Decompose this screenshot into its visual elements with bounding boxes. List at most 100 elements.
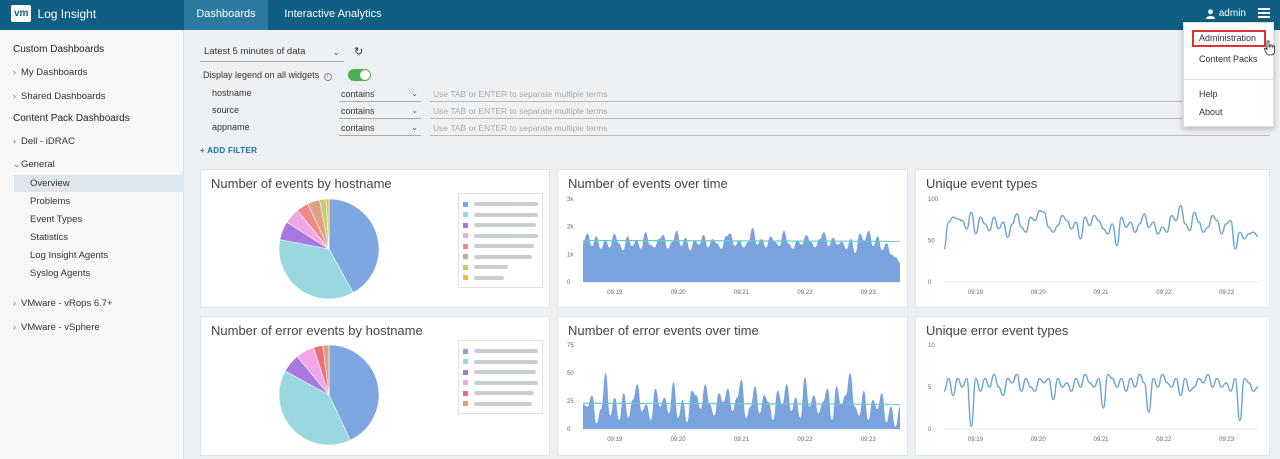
x-tick-label: 09:20 bbox=[1031, 290, 1047, 296]
pie-slice[interactable] bbox=[278, 239, 354, 300]
widget-events-by-hostname[interactable]: Number of events by hostname bbox=[200, 169, 550, 308]
filter-field[interactable]: hostname bbox=[212, 88, 252, 98]
legend-label-redacted bbox=[474, 233, 538, 238]
custom-dashboards-heading: Custom Dashboards bbox=[13, 44, 105, 55]
sidebar-item-dell-idrac[interactable]: › Dell - iDRAC bbox=[13, 136, 75, 147]
filter-value-input[interactable]: Use TAB or ENTER to separate multiple te… bbox=[430, 86, 1270, 102]
legend-entry[interactable] bbox=[463, 378, 538, 389]
menu-item-help[interactable]: Help bbox=[1199, 89, 1218, 99]
pie-chart[interactable] bbox=[201, 317, 551, 457]
legend-entry[interactable] bbox=[463, 220, 538, 231]
widget-error-events-over-time[interactable]: Number of error events over time 0 25 50 75… bbox=[557, 316, 908, 456]
filter-field[interactable]: appname bbox=[212, 122, 250, 132]
filter-value-input[interactable]: Use TAB or ENTER to separate multiple te… bbox=[430, 103, 1270, 119]
legend-entry[interactable] bbox=[463, 399, 538, 410]
sidebar-item-shared-dashboards[interactable]: › Shared Dashboards bbox=[13, 91, 106, 102]
series-line[interactable] bbox=[943, 373, 1259, 428]
y-tick-label: 10 bbox=[928, 343, 935, 349]
pie-chart[interactable] bbox=[201, 170, 551, 309]
sidebar-item-my-dashboards[interactable]: › My Dashboards bbox=[13, 67, 88, 78]
chevron-right-icon: › bbox=[13, 91, 16, 101]
sidebar-item-label: VMware - vSphere bbox=[21, 322, 100, 333]
legend-entry[interactable] bbox=[463, 346, 538, 357]
app-title: Log Insight bbox=[37, 6, 97, 21]
y-tick-label: 0 bbox=[928, 280, 932, 286]
sidebar-item-log-insight-agents[interactable]: Log Insight Agents bbox=[30, 250, 109, 261]
pie-slice[interactable] bbox=[328, 198, 380, 294]
legend-entry[interactable] bbox=[463, 252, 538, 263]
sidebar-item-syslog-agents[interactable]: Syslog Agents bbox=[30, 268, 91, 279]
area-chart[interactable]: 0 1k 2k 3k 09:19 09:20 09:21 09:22 09:23 bbox=[558, 170, 909, 309]
sidebar-item-event-types[interactable]: Event Types bbox=[30, 214, 83, 225]
menu-item-content-packs[interactable]: Content Packs bbox=[1199, 54, 1258, 64]
series-area[interactable] bbox=[583, 373, 900, 429]
legend-entry[interactable] bbox=[463, 357, 538, 368]
filter-operator-select[interactable]: contains ⌄ bbox=[339, 120, 421, 136]
y-tick-label: 3k bbox=[567, 197, 574, 203]
filter-operator-select[interactable]: contains ⌄ bbox=[339, 103, 421, 119]
line-chart[interactable]: 0 50 100 09:19 09:20 09:21 09:22 09:23 bbox=[916, 170, 1271, 309]
brand[interactable]: vm Log Insight bbox=[11, 5, 96, 22]
content-pack-dashboards-heading: Content Pack Dashboards bbox=[13, 113, 130, 124]
x-tick-label: 09:21 bbox=[734, 290, 750, 296]
x-tick-label: 09:21 bbox=[1093, 437, 1109, 443]
area-chart[interactable]: 0 25 50 75 09:19 09:20 09:21 09:22 09:23 bbox=[558, 317, 909, 457]
series-line[interactable] bbox=[943, 204, 1259, 250]
y-tick-label: 5 bbox=[928, 385, 932, 391]
x-tick-label: 09:19 bbox=[607, 437, 623, 443]
legend-entry[interactable] bbox=[463, 210, 538, 221]
username: admin bbox=[1218, 8, 1246, 19]
sidebar-item-overview[interactable]: Overview bbox=[14, 175, 184, 192]
line-chart[interactable]: 0 5 10 09:19 09:20 09:21 09:22 09:23 bbox=[916, 317, 1271, 457]
filter-operator-select[interactable]: contains ⌄ bbox=[339, 86, 421, 102]
chevron-down-icon: ⌄ bbox=[411, 89, 418, 98]
x-tick-label: 09:20 bbox=[1031, 437, 1047, 443]
pie-slice[interactable] bbox=[328, 344, 380, 441]
sidebar-item-statistics[interactable]: Statistics bbox=[30, 232, 69, 243]
chevron-right-icon: › bbox=[13, 67, 16, 77]
legend-label-redacted bbox=[474, 212, 538, 217]
hamburger-menu-icon[interactable] bbox=[1258, 8, 1270, 20]
legend-entry[interactable] bbox=[463, 367, 538, 378]
widget-unique-error-event-types[interactable]: Unique error event types 0 5 10 09:19 09:20 0… bbox=[915, 316, 1270, 456]
legend-label-redacted bbox=[474, 223, 536, 228]
legend-entry[interactable] bbox=[463, 262, 538, 273]
legend-toggle-switch[interactable] bbox=[348, 69, 371, 81]
time-range-select[interactable]: Latest 5 minutes of data ⌄ bbox=[200, 42, 344, 62]
filter-field[interactable]: source bbox=[212, 105, 240, 115]
sidebar-item-label: Shared Dashboards bbox=[21, 91, 106, 102]
sidebar-item-general[interactable]: ⌄General bbox=[13, 159, 55, 170]
widget-events-over-time[interactable]: Number of events over time 0 1k 2k 3k 09:19 0… bbox=[557, 169, 908, 308]
vm-logo: vm bbox=[11, 5, 32, 22]
y-tick-label: 25 bbox=[567, 399, 574, 405]
menu-divider bbox=[1184, 79, 1273, 80]
filter-row-hostname: hostname contains ⌄ Use TAB or ENTER to s… bbox=[200, 86, 1270, 102]
legend-entry[interactable] bbox=[463, 273, 538, 284]
menu-item-administration[interactable]: Administration bbox=[1192, 30, 1266, 47]
tab-dashboards[interactable]: Dashboards bbox=[184, 0, 268, 30]
legend-entry[interactable] bbox=[463, 388, 538, 399]
y-tick-label: 0 bbox=[567, 427, 571, 433]
user-menu[interactable]: admin bbox=[1205, 8, 1246, 19]
tab-interactive-analytics[interactable]: Interactive Analytics bbox=[284, 8, 382, 20]
pie-slice[interactable] bbox=[278, 370, 351, 446]
add-filter-button[interactable]: + ADD FILTER bbox=[200, 146, 258, 155]
widget-error-events-by-hostname[interactable]: Number of error events by hostname bbox=[200, 316, 550, 456]
widget-unique-event-types[interactable]: Unique event types 0 50 100 09:19 09:20 09:21… bbox=[915, 169, 1270, 308]
filter-operator-value: contains bbox=[341, 106, 375, 116]
pie-slice[interactable] bbox=[322, 344, 330, 396]
x-tick-label: 09:23 bbox=[1219, 290, 1235, 296]
menu-item-about[interactable]: About bbox=[1199, 107, 1223, 117]
legend-entry[interactable] bbox=[463, 231, 538, 242]
legend-entry[interactable] bbox=[463, 241, 538, 252]
sidebar-item-vmware-vsphere[interactable]: › VMware - vSphere bbox=[13, 322, 100, 333]
refresh-icon[interactable]: ↻ bbox=[354, 46, 364, 58]
sidebar-item-problems[interactable]: Problems bbox=[30, 196, 71, 207]
series-area[interactable] bbox=[583, 228, 900, 282]
filter-value-input[interactable]: Use TAB or ENTER to separate multiple te… bbox=[430, 120, 1270, 136]
pie-slice[interactable] bbox=[325, 198, 330, 250]
y-tick-label: 100 bbox=[928, 197, 939, 203]
sidebar-item-vmware-vrops[interactable]: › VMware - vRops 6.7+ bbox=[13, 298, 113, 309]
info-icon[interactable]: i bbox=[323, 73, 332, 81]
legend-entry[interactable] bbox=[463, 199, 538, 210]
